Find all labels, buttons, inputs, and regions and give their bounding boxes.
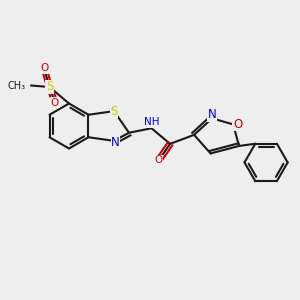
Text: S: S	[110, 105, 118, 118]
Text: O: O	[40, 63, 48, 74]
Text: NH: NH	[144, 117, 159, 127]
Text: O: O	[233, 118, 242, 131]
Text: CH₃: CH₃	[8, 80, 26, 91]
Text: N: N	[208, 108, 217, 121]
Text: O: O	[154, 155, 163, 165]
Text: N: N	[111, 136, 120, 149]
Text: O: O	[51, 98, 59, 108]
Text: S: S	[46, 80, 53, 94]
